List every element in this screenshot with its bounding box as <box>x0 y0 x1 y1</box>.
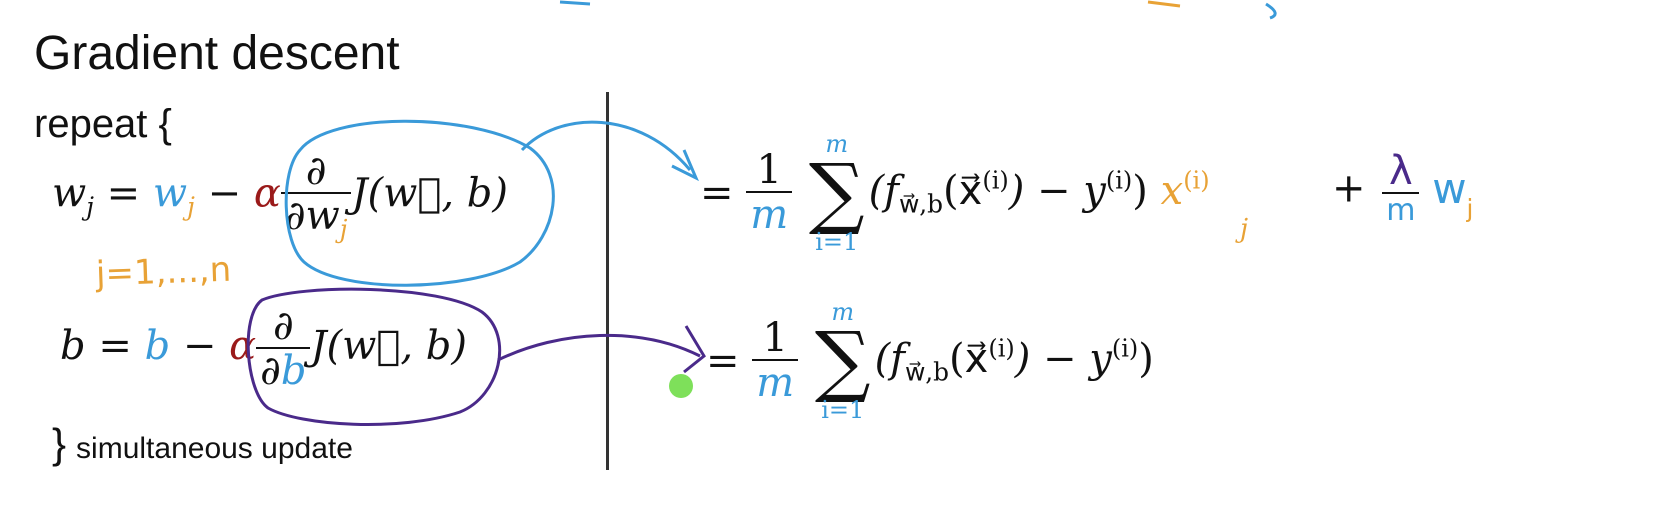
wd-y-sup: (i) <box>1105 166 1133 195</box>
bd-sigma: ∑ <box>814 316 871 406</box>
bd-x-part: (x⃗ <box>949 336 989 383</box>
bd-close: ) <box>1138 336 1154 383</box>
reg-frac: λ m <box>1382 150 1420 228</box>
bd-sum: m ∑ i=1 <box>815 300 871 422</box>
w-term: w <box>152 170 188 217</box>
bd-frac-den: m <box>756 360 795 407</box>
bd-frac: 1 m <box>752 317 799 407</box>
b-minus: − <box>182 323 217 369</box>
b-cost: J(w⃗, b) <box>310 323 467 369</box>
wd-x-sup: (i) <box>982 166 1009 195</box>
top-mark-blue <box>559 0 591 6</box>
bd-minus-y: ) − y <box>1014 336 1112 383</box>
wd-frac: 1 m <box>746 149 793 239</box>
w-arrow-icon <box>520 120 692 171</box>
wd-x-term: x <box>1160 168 1184 215</box>
b-alpha: α <box>229 323 257 369</box>
closing-brace: } <box>52 420 67 467</box>
bd-body: (f <box>874 336 905 383</box>
bd-f-sub: w⃗,b <box>905 357 950 387</box>
cursor-dot-icon <box>669 374 693 398</box>
wd-minus-y: ) − y <box>1008 168 1106 215</box>
reg-plus: + <box>1332 165 1366 212</box>
b-lhs: b <box>60 323 86 369</box>
wd-sum: m ∑ i=1 <box>809 132 865 254</box>
w-partial-den: ∂w <box>284 193 340 239</box>
w-derivative-circle <box>284 119 555 287</box>
w-alpha: α <box>253 170 281 217</box>
b-partial-num: ∂ <box>256 305 311 349</box>
wd-sum-lower: i=1 <box>815 228 859 257</box>
wd-body: (f <box>868 168 899 215</box>
regularization-term: + λ m wj <box>1332 150 1473 227</box>
b-partial-den-d: ∂ <box>260 348 281 394</box>
wd-close: ) <box>1132 168 1148 215</box>
b-derivative-circle <box>246 287 502 426</box>
bd-y-sup: (i) <box>1111 334 1139 363</box>
bd-x-sup: (i) <box>988 334 1015 363</box>
w-lhs-sub: j <box>86 192 94 222</box>
b-partial-den-b: b <box>280 348 307 394</box>
closing-line: } simultaneous update <box>52 420 353 468</box>
wd-sum-upper: m <box>825 130 849 158</box>
w-partial-den-sub: j <box>339 214 348 244</box>
w-lhs: w <box>52 170 87 217</box>
wd-sigma: ∑ <box>808 148 865 238</box>
wd-frac-den: m <box>750 192 789 239</box>
repeat-label: repeat { <box>34 102 172 146</box>
b-eq: = <box>98 323 132 369</box>
w-derivative-equation: = 1 m m ∑ i=1 (fw⃗,b(x⃗(i)) − y(i)) x(i) <box>700 132 1210 254</box>
reg-m: m <box>1386 193 1416 228</box>
b-arrowhead-icon <box>683 325 706 374</box>
top-mark-blue-2 <box>1265 2 1277 20</box>
wd-eq: = <box>700 170 734 217</box>
b-partial-frac: ∂ ∂b <box>256 305 311 394</box>
w-partial-frac: ∂ ∂wj <box>280 150 352 244</box>
divider <box>606 92 609 470</box>
reg-lambda: λ <box>1382 150 1420 194</box>
w-partial-num: ∂ <box>280 150 352 194</box>
w-cost: J(w⃗, b) <box>351 170 508 217</box>
wd-frac-num: 1 <box>746 149 793 194</box>
b-arrow-icon <box>497 333 701 362</box>
bd-frac-num: 1 <box>752 317 799 362</box>
top-mark-orange <box>1147 0 1181 8</box>
reg-w-sub: j <box>1466 193 1474 223</box>
wd-x-part: (x⃗ <box>943 168 983 215</box>
w-minus: − <box>207 170 242 217</box>
wd-x-term-sub: j <box>1240 214 1249 244</box>
bd-sum-upper: m <box>831 298 855 326</box>
wd-x-term-sup: (i) <box>1183 166 1210 195</box>
bd-sum-lower: i=1 <box>821 396 865 425</box>
b-term: b <box>144 323 171 369</box>
w-update-equation: wj = wj − α ∂ ∂wj J(w⃗, b) <box>52 150 508 243</box>
reg-w: w <box>1432 164 1467 213</box>
page-title: Gradient descent <box>34 27 400 80</box>
b-derivative-equation: = 1 m m ∑ i=1 (fw⃗,b(x⃗(i)) − y(i)) <box>706 300 1154 422</box>
simultaneous-update-label: simultaneous update <box>76 432 353 465</box>
w-arrowhead-icon <box>671 149 699 182</box>
bd-eq: = <box>706 338 740 385</box>
w-term-sub: j <box>187 192 195 222</box>
w-eq: = <box>106 170 141 217</box>
wd-f-sub: w⃗,b <box>899 189 944 219</box>
b-update-equation: b = b − α ∂ ∂b J(w⃗, b) <box>60 305 467 393</box>
